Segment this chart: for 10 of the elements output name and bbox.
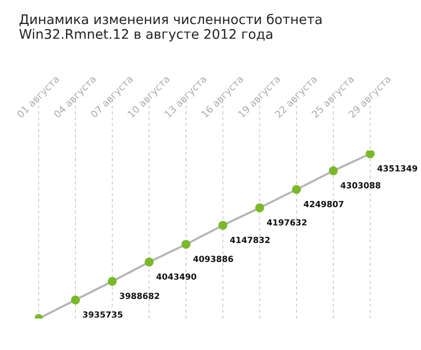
data-label: 4303088 [340, 182, 380, 188]
data-label: 4093886 [193, 256, 234, 262]
data-label: 4249807 [304, 200, 344, 208]
data-label: 4197632 [266, 219, 306, 226]
data-label: 4043490 [156, 273, 196, 280]
chart-title: Динамика изменения численности ботнета Win32.Rmnet.12 в августе 2012 года [19, 14, 322, 42]
data-label: 4147832 [230, 236, 270, 244]
data-label: 3935735 [82, 311, 122, 318]
data-label: 3988682 [120, 292, 160, 300]
data-label: 4351349 [377, 165, 418, 172]
